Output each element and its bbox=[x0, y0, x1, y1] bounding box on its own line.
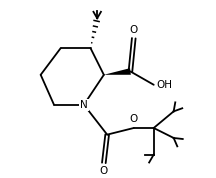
Text: O: O bbox=[100, 166, 108, 176]
Text: N: N bbox=[80, 100, 88, 110]
Text: O: O bbox=[130, 25, 138, 35]
Text: O: O bbox=[130, 114, 138, 124]
Polygon shape bbox=[104, 68, 131, 75]
Text: OH: OH bbox=[156, 80, 172, 90]
